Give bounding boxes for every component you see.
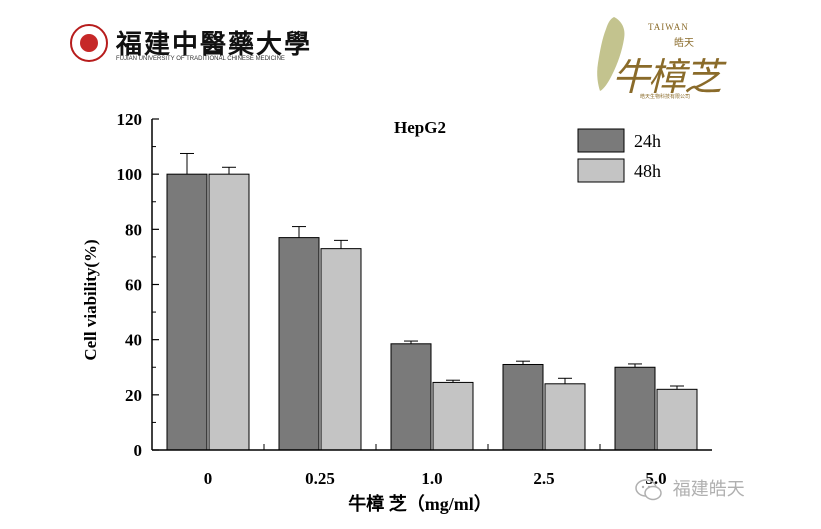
y-tick-label: 100 bbox=[117, 165, 143, 184]
university-name-cn: 福建中醫藥大學 bbox=[116, 30, 313, 60]
x-axis-label: 牛樟 芝（mg/ml） bbox=[348, 493, 492, 514]
legend-label-48h: 48h bbox=[634, 161, 661, 181]
university-name-en: FUJIAN UNIVERSITY OF TRADITIONAL CHINESE… bbox=[116, 56, 285, 62]
y-tick-label: 0 bbox=[134, 441, 143, 460]
watermark-text: 福建皓天 bbox=[672, 479, 745, 500]
x-tick-label: 5.0 bbox=[645, 469, 666, 488]
bar-48h-5.0 bbox=[656, 388, 698, 451]
y-tick-label: 120 bbox=[117, 110, 143, 129]
brand-company-text: 皓天生物科技有限公司 bbox=[640, 94, 691, 100]
bar-48h-2.5 bbox=[544, 383, 586, 451]
x-tick-label: 0.25 bbox=[305, 469, 335, 488]
bar-48h-1.0 bbox=[432, 381, 474, 451]
wechat-icon bbox=[635, 479, 662, 501]
y-axis-label: Cell viability(%) bbox=[81, 239, 100, 360]
taiwan-map-icon bbox=[597, 17, 625, 91]
legend-label-24h: 24h bbox=[634, 131, 661, 151]
y-tick-label: 40 bbox=[125, 331, 142, 350]
bar-24h-2.5 bbox=[502, 363, 544, 451]
legend: 24h 48h bbox=[577, 128, 661, 183]
legend-swatch-48h bbox=[577, 158, 625, 183]
legend-swatch-24h bbox=[577, 128, 625, 153]
university-seal-icon bbox=[70, 24, 108, 62]
bar-24h-1.0 bbox=[390, 343, 432, 451]
brand-haotian-text: 皓天 bbox=[674, 38, 694, 49]
bar-48h-0.25 bbox=[320, 248, 362, 451]
brand-name: 牛樟芝 bbox=[612, 55, 722, 99]
bar-24h-0.25 bbox=[278, 237, 320, 451]
y-tick-label: 60 bbox=[125, 276, 142, 295]
brand-taiwan-text: TAIWAN bbox=[648, 22, 689, 32]
bars-layer bbox=[166, 152, 698, 451]
watermark: 福建皓天 bbox=[635, 475, 805, 505]
x-tick-label: 2.5 bbox=[533, 469, 554, 488]
y-tick-label: 80 bbox=[125, 220, 142, 239]
x-tick-label: 0 bbox=[204, 469, 213, 488]
bar-48h-0 bbox=[208, 173, 250, 451]
y-tick-label: 20 bbox=[125, 386, 142, 405]
x-tick-label: 1.0 bbox=[421, 469, 442, 488]
chart-title: HepG2 bbox=[394, 118, 446, 137]
bar-24h-5.0 bbox=[614, 366, 656, 451]
university-logo: 福建中醫藥大學 FUJIAN UNIVERSITY OF TRADITIONAL… bbox=[70, 22, 310, 67]
axes-layer: 0 0.25 1.0 2.5 5.0 0 20 40 60 80 100 120 bbox=[117, 110, 712, 488]
bar-24h-0 bbox=[166, 173, 208, 451]
brand-logo: TAIWAN 皓天 牛樟芝 皓天生物科技有限公司 bbox=[592, 10, 722, 100]
